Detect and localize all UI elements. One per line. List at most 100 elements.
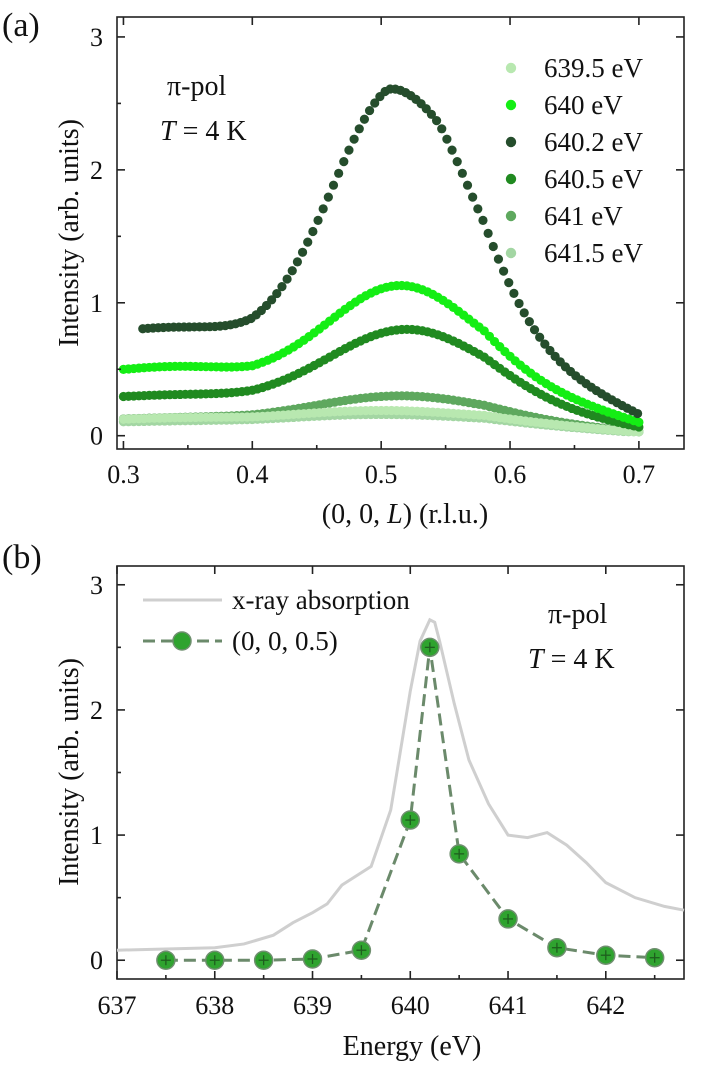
panel-a-point	[318, 204, 328, 214]
panel-b-x-tick-label: 640	[391, 991, 430, 1020]
panel-a-legend-label: 641 eV	[544, 201, 623, 231]
panel-a-point	[519, 308, 529, 318]
panel-b-y-tick-label: 2	[90, 696, 103, 725]
panel-a-series-640-2-ev	[138, 84, 643, 419]
panel-a-x-ticks: 0.3 0.4 0.5 0.6 0.7	[107, 17, 655, 489]
panel-a-temperature-annotation: T = 4 K	[160, 116, 247, 147]
panel-b-resonance-point	[400, 810, 421, 830]
panel-a-point	[370, 98, 380, 108]
panel-a-polarization-annotation: π-pol	[167, 71, 226, 102]
panel-b-resonance-point	[547, 937, 567, 958]
panel-a-legend-label: 640 eV	[544, 90, 623, 120]
panel-a-point	[504, 278, 514, 288]
panel-b-legend-item-0-0-0-5: (0, 0, 0.5)	[143, 626, 338, 656]
panel-a-point	[529, 325, 540, 335]
panel-b-y-ticks: 0 1 2 3	[90, 571, 684, 975]
panel-b-legend-item-xray-absorption: x-ray absorption	[143, 585, 410, 615]
panel-b-x-ticks: 637 638 639 640 641 642	[98, 566, 656, 1020]
panel-a-legend-marker	[505, 247, 517, 259]
panel-b-resonance-point	[498, 909, 518, 929]
panel-a-point	[344, 145, 354, 155]
panel-a-point	[483, 228, 493, 238]
panel-a-legend-label: 640.5 eV	[544, 164, 643, 194]
panel-a-point	[498, 266, 509, 276]
panel-a-point	[535, 332, 545, 342]
panel-a-series-640-ev	[118, 280, 644, 427]
panel-a-x-tick-label: 0.4	[236, 460, 269, 489]
panel-a-point	[509, 288, 519, 298]
panel-b-label: (b)	[2, 539, 42, 576]
panel-a-point	[364, 105, 375, 116]
panel-a-legend: 639.5 eV 640 eV 640.2 eV 640.5 eV 641 eV 641.…	[505, 53, 643, 268]
panel-a-point	[473, 204, 483, 214]
panel-a-plot-frame	[116, 16, 685, 450]
panel-a-legend-marker	[505, 210, 517, 222]
panel-b-y-tick-label: 3	[90, 571, 103, 600]
panel-b-y-tick-label: 0	[90, 946, 103, 975]
panel-b-temperature-annotation: T = 4 K	[528, 644, 615, 675]
panel-a-point	[267, 295, 277, 305]
panel-a-point	[292, 257, 303, 267]
panel-a-y-tick-label: 2	[90, 156, 103, 185]
panel-b-resonance-point	[205, 950, 225, 970]
panel-a-point	[431, 116, 442, 126]
panel-a-legend-marker	[505, 173, 517, 185]
panel-b-resonance-point	[351, 940, 372, 960]
panel-a-point	[277, 282, 287, 292]
panel-a-legend-marker	[505, 62, 517, 74]
panel-b-series-group	[116, 617, 685, 970]
panel-a-point	[426, 109, 437, 119]
panel-a-x-tick-label: 0.5	[365, 460, 398, 489]
panel-a-legend-item-641-ev: 641 eV	[505, 201, 623, 231]
panel-a-point	[447, 145, 457, 155]
panel-a-point	[634, 417, 644, 427]
panel-b-x-tick-label: 638	[195, 991, 234, 1020]
panel-a-label: (a)	[2, 7, 40, 44]
panel-a-legend-item-639-5-ev: 639.5 eV	[505, 53, 643, 83]
panel-a-point	[297, 247, 308, 257]
panel-a-y-ticks: 0 1 2 3	[90, 23, 684, 451]
panel-a-legend-label: 640.2 eV	[544, 127, 643, 157]
panel-b-resonance-point	[644, 947, 665, 968]
panel-a-legend-item-640-2-ev: 640.2 eV	[505, 127, 643, 157]
panel-b-resonance-point	[253, 950, 274, 970]
panel-a-point	[334, 168, 344, 178]
panel-a-y-axis-label: Intensity (arb. units)	[54, 119, 85, 347]
panel-a-series-group	[118, 84, 644, 437]
panel-a-point	[303, 237, 313, 247]
panel-a-point	[323, 192, 333, 202]
panel-b-x-axis-label: Energy (eV)	[343, 1031, 482, 1062]
panel-a-legend-item-640-ev: 640 eV	[505, 90, 623, 120]
panel-a-y-tick-label: 0	[90, 422, 103, 451]
panel-b-legend: x-ray absorption (0, 0, 0.5)	[143, 585, 410, 656]
panel-a-point	[437, 124, 447, 134]
panel-a-legend-label: 641.5 eV	[544, 238, 643, 268]
panel-a-point	[540, 339, 550, 349]
panel-a-point	[313, 215, 323, 225]
panel-b-x-tick-label: 641	[489, 991, 528, 1020]
panel-b-resonance-point	[302, 949, 323, 969]
panel-b-x-tick-label: 637	[98, 991, 137, 1020]
panel-b-polarization-annotation: π-pol	[548, 599, 607, 630]
panel-a-series-640-5-ev	[118, 324, 644, 432]
panel-a-x-tick-label: 0.7	[623, 460, 656, 489]
panel-a-point	[349, 134, 359, 144]
panel-a-point	[468, 192, 478, 202]
panel-b-resonance-point	[420, 637, 440, 658]
panel-a-point	[462, 180, 473, 190]
panel-b-legend-label: (0, 0, 0.5)	[232, 626, 338, 656]
panel-b-legend-label: x-ray absorption	[232, 585, 410, 615]
panel-a-point	[282, 274, 292, 284]
panel-a-legend-item-641-5-ev: 641.5 eV	[505, 238, 643, 268]
panel-a-point	[493, 254, 504, 264]
panel-a-y-tick-label: 3	[90, 23, 103, 52]
panel-a-point	[457, 168, 467, 178]
panel-a-point	[514, 298, 524, 309]
panel-b-resonance-point	[596, 945, 616, 965]
panel-a-x-axis-label: (0, 0, L) (r.l.u.)	[322, 499, 488, 530]
panel-a-point	[328, 180, 339, 190]
panel-b-x-tick-label: 642	[586, 991, 625, 1020]
panel-b-legend-marker	[172, 631, 192, 651]
